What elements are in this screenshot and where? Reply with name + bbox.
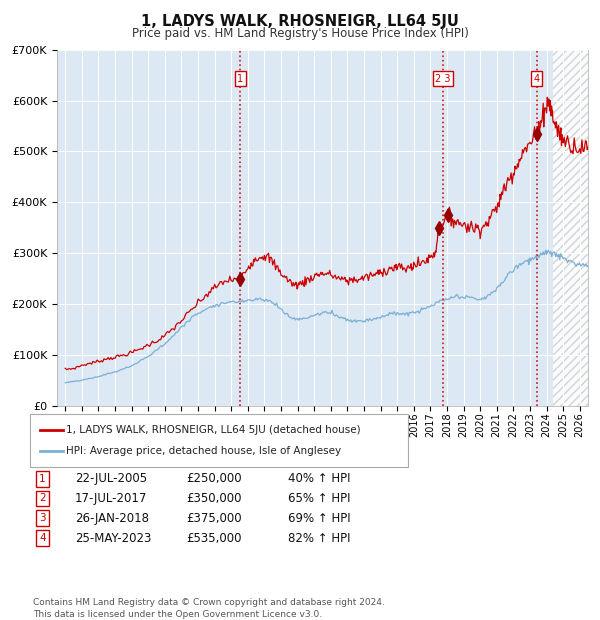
Text: 26-JAN-2018: 26-JAN-2018 bbox=[75, 512, 149, 525]
Text: 4: 4 bbox=[534, 74, 540, 84]
Text: 1, LADYS WALK, RHOSNEIGR, LL64 5JU: 1, LADYS WALK, RHOSNEIGR, LL64 5JU bbox=[141, 14, 459, 29]
Text: HPI: Average price, detached house, Isle of Anglesey: HPI: Average price, detached house, Isle… bbox=[66, 446, 341, 456]
Text: 82% ↑ HPI: 82% ↑ HPI bbox=[288, 532, 350, 544]
Text: 4: 4 bbox=[39, 533, 46, 543]
Text: 2 3: 2 3 bbox=[435, 74, 451, 84]
Text: 22-JUL-2005: 22-JUL-2005 bbox=[75, 472, 147, 485]
Text: 3: 3 bbox=[39, 513, 46, 523]
Text: £535,000: £535,000 bbox=[186, 532, 241, 544]
Text: Price paid vs. HM Land Registry's House Price Index (HPI): Price paid vs. HM Land Registry's House … bbox=[131, 27, 469, 40]
Text: 69% ↑ HPI: 69% ↑ HPI bbox=[288, 512, 350, 525]
Text: 1: 1 bbox=[237, 74, 244, 84]
Text: 25-MAY-2023: 25-MAY-2023 bbox=[75, 532, 151, 544]
Text: £375,000: £375,000 bbox=[186, 512, 242, 525]
Text: 1, LADYS WALK, RHOSNEIGR, LL64 5JU (detached house): 1, LADYS WALK, RHOSNEIGR, LL64 5JU (deta… bbox=[66, 425, 361, 435]
Text: 1: 1 bbox=[39, 474, 46, 484]
Text: £250,000: £250,000 bbox=[186, 472, 242, 485]
Text: 65% ↑ HPI: 65% ↑ HPI bbox=[288, 492, 350, 505]
Text: 2: 2 bbox=[39, 494, 46, 503]
Text: 40% ↑ HPI: 40% ↑ HPI bbox=[288, 472, 350, 485]
Text: Contains HM Land Registry data © Crown copyright and database right 2024.
This d: Contains HM Land Registry data © Crown c… bbox=[33, 598, 385, 619]
Bar bbox=[553, 50, 588, 406]
Text: 17-JUL-2017: 17-JUL-2017 bbox=[75, 492, 148, 505]
Text: £350,000: £350,000 bbox=[186, 492, 241, 505]
